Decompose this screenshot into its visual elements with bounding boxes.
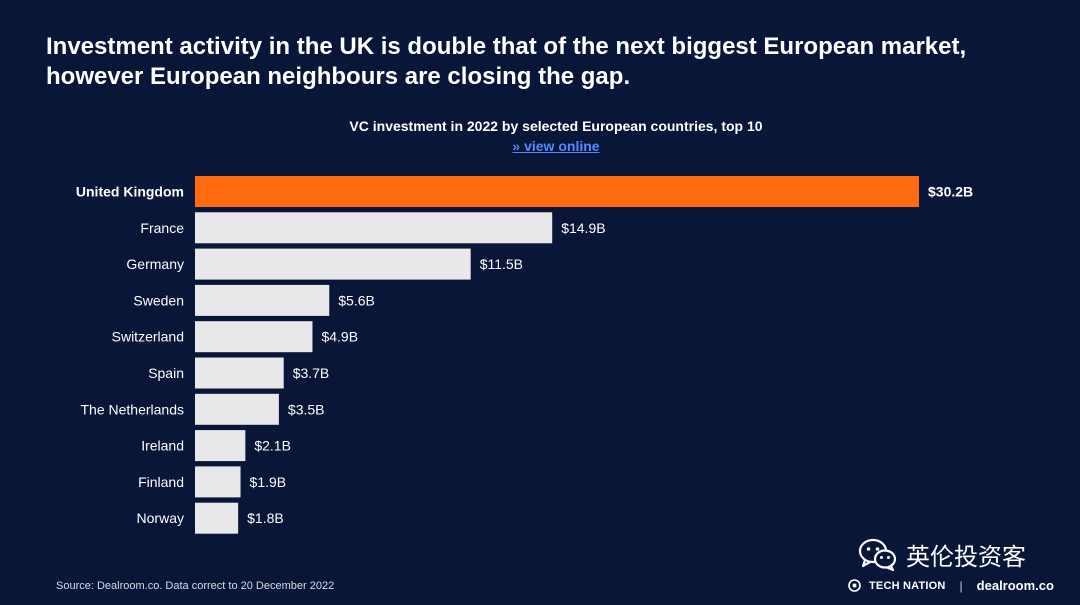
category-label-finland: Finland: [138, 474, 184, 490]
bar-united-kingdom: [195, 176, 919, 207]
bar-sweden: [195, 284, 330, 316]
value-label-the-netherlands: $3.5B: [288, 401, 325, 417]
bar-the-netherlands: [195, 393, 279, 425]
footer-logos: TECH NATION | dealroom.co: [848, 578, 1054, 593]
bar-ireland: [195, 430, 246, 462]
value-label-norway: $1.8B: [247, 510, 284, 526]
value-label-switzerland: $4.9B: [321, 329, 358, 345]
category-label-spain: Spain: [148, 365, 184, 381]
value-label-finland: $1.9B: [250, 474, 287, 490]
value-label-spain: $3.7B: [293, 365, 330, 381]
category-label-the-netherlands: The Netherlands: [80, 401, 184, 417]
dealroom-logo: dealroom.co: [976, 578, 1054, 593]
footer-separator: |: [959, 578, 963, 593]
chart-title: VC investment in 2022 by selected Europe…: [349, 118, 763, 134]
category-label-sweden: Sweden: [133, 292, 184, 308]
bars-layer: United Kingdom $30.2B France $14.9B Germany $…: [76, 176, 973, 534]
wechat-account-name: 英伦投资客: [906, 543, 1026, 571]
value-label-united-kingdom: $30.2B: [928, 184, 973, 200]
tech-nation-logo: TECH NATION: [869, 579, 946, 592]
wechat-watermark: 英伦投资客: [858, 537, 1026, 572]
value-label-germany: $11.5B: [480, 256, 523, 272]
value-label-france: $14.9B: [561, 220, 605, 236]
source-note: Source: Dealroom.co. Data correct to 20 …: [56, 580, 335, 592]
category-label-united-kingdom: United Kingdom: [76, 184, 184, 200]
wechat-icon: [858, 538, 897, 571]
category-label-switzerland: Switzerland: [112, 329, 184, 345]
tech-nation-logo-icon: [848, 579, 861, 592]
bar-germany: [195, 248, 471, 280]
category-label-ireland: Ireland: [141, 438, 184, 454]
headline: Investment activity in the UK is double …: [46, 32, 1036, 92]
bar-finland: [195, 466, 241, 498]
headline-line-2: however European neighbours are closing …: [46, 63, 631, 90]
category-label-france: France: [140, 220, 184, 236]
bar-switzerland: [195, 321, 313, 353]
bar-norway: [195, 502, 239, 534]
value-label-ireland: $2.1B: [254, 438, 291, 454]
view-online-link[interactable]: » view online: [512, 138, 600, 154]
category-label-norway: Norway: [137, 510, 184, 526]
headline-line-1: Investment activity in the UK is double …: [46, 33, 967, 60]
value-label-sweden: $5.6B: [338, 292, 375, 308]
bar-spain: [195, 357, 284, 389]
bar-france: [195, 212, 553, 244]
category-label-germany: Germany: [126, 256, 184, 272]
